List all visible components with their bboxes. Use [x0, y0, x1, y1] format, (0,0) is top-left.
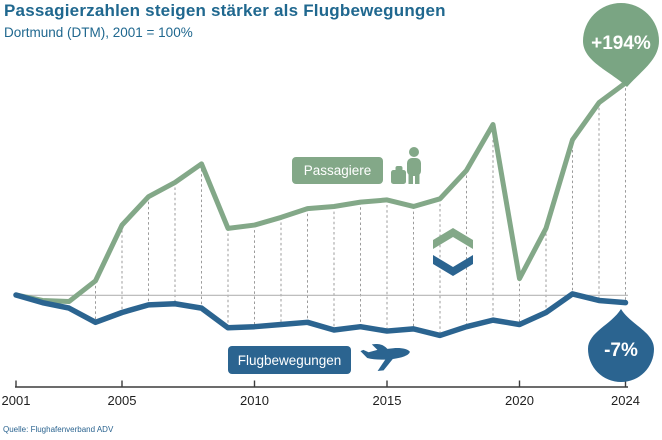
chevron-down-icon: [433, 255, 473, 276]
page-title: Passagierzahlen steigen stärker als Flug…: [4, 1, 446, 20]
movements-line: [13, 291, 629, 339]
water-drop-shape: [588, 309, 654, 382]
x-tick-label: 2001: [2, 393, 31, 408]
passengers-line: [13, 80, 628, 305]
movements-badge: -7%: [588, 309, 654, 382]
movements-badge-label: -7%: [604, 340, 638, 361]
legend-passengers: Passagiere: [292, 157, 383, 184]
x-axis: 2001 2005 2010 2015 2020 2024: [2, 380, 640, 408]
x-tick-label: 2024: [611, 393, 640, 408]
x-tick-label: 2005: [108, 393, 137, 408]
legend-movements: Flugbewegungen: [228, 346, 351, 374]
balloon-pin-shape: [583, 3, 659, 87]
passengers-badge: +194%: [583, 3, 659, 87]
x-tick-label: 2015: [373, 393, 402, 408]
legend-passengers-label: Passagiere: [303, 163, 372, 178]
airplane-icon: [360, 343, 410, 371]
passengers-badge-label: +194%: [591, 33, 651, 54]
person-with-luggage-icon: [391, 147, 421, 184]
page-subtitle: Dortmund (DTM), 2001 = 100%: [4, 25, 193, 40]
x-tick-label: 2020: [505, 393, 534, 408]
chevron-up-icon: [433, 228, 473, 249]
source-note: Quelle: Flughafenverband ADV: [3, 425, 114, 434]
x-tick-label: 2010: [240, 393, 269, 408]
year-connectors: [42, 83, 626, 336]
legend-movements-label: Flugbewegungen: [237, 352, 342, 368]
